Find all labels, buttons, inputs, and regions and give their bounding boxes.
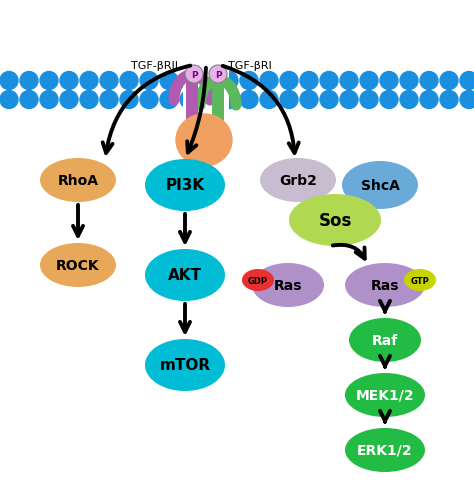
Circle shape: [260, 72, 278, 90]
Circle shape: [120, 91, 138, 109]
Circle shape: [200, 72, 218, 90]
Ellipse shape: [345, 373, 425, 417]
Circle shape: [380, 91, 398, 109]
Circle shape: [200, 91, 218, 109]
Bar: [186, 91, 198, 136]
Bar: [183, 72, 229, 110]
Text: Ras: Ras: [371, 278, 399, 292]
Text: TGF-βRI: TGF-βRI: [228, 61, 272, 71]
Ellipse shape: [176, 115, 232, 167]
Circle shape: [380, 72, 398, 90]
Ellipse shape: [145, 160, 225, 212]
Ellipse shape: [404, 269, 436, 291]
Circle shape: [340, 91, 358, 109]
Circle shape: [420, 72, 438, 90]
Circle shape: [260, 91, 278, 109]
Circle shape: [360, 91, 378, 109]
Circle shape: [400, 72, 418, 90]
Ellipse shape: [345, 264, 425, 307]
Circle shape: [20, 91, 38, 109]
Circle shape: [120, 72, 138, 90]
Circle shape: [340, 72, 358, 90]
Ellipse shape: [289, 194, 381, 247]
Circle shape: [420, 91, 438, 109]
Circle shape: [160, 72, 178, 90]
Text: GTP: GTP: [410, 276, 429, 285]
Text: AKT: AKT: [168, 268, 202, 283]
Circle shape: [400, 91, 418, 109]
Bar: [186, 72, 198, 110]
Bar: [212, 72, 224, 110]
Circle shape: [360, 72, 378, 90]
Circle shape: [80, 91, 98, 109]
Circle shape: [100, 91, 118, 109]
Text: Ras: Ras: [274, 278, 302, 292]
Circle shape: [300, 91, 318, 109]
Circle shape: [140, 91, 158, 109]
Circle shape: [209, 66, 227, 84]
Text: ShcA: ShcA: [361, 179, 400, 192]
Circle shape: [185, 66, 203, 84]
Circle shape: [0, 72, 18, 90]
Text: ERK1/2: ERK1/2: [357, 443, 413, 457]
Circle shape: [180, 72, 198, 90]
Ellipse shape: [252, 264, 324, 307]
Circle shape: [160, 91, 178, 109]
Text: Raf: Raf: [372, 333, 398, 347]
Circle shape: [100, 72, 118, 90]
Circle shape: [40, 72, 58, 90]
Circle shape: [460, 91, 474, 109]
Ellipse shape: [40, 243, 116, 288]
Circle shape: [320, 91, 338, 109]
Circle shape: [80, 72, 98, 90]
Text: TGF-βRII: TGF-βRII: [131, 61, 178, 71]
Ellipse shape: [260, 159, 336, 203]
Circle shape: [440, 91, 458, 109]
Ellipse shape: [349, 318, 421, 362]
Bar: [0, 72, 474, 110]
Ellipse shape: [342, 162, 418, 210]
Text: mTOR: mTOR: [159, 358, 210, 373]
Circle shape: [240, 91, 258, 109]
Ellipse shape: [145, 339, 225, 391]
Circle shape: [300, 72, 318, 90]
Circle shape: [60, 72, 78, 90]
Ellipse shape: [242, 269, 274, 291]
Circle shape: [240, 72, 258, 90]
Circle shape: [220, 91, 238, 109]
Circle shape: [20, 72, 38, 90]
Circle shape: [460, 72, 474, 90]
Ellipse shape: [40, 159, 116, 203]
Circle shape: [320, 72, 338, 90]
Circle shape: [220, 72, 238, 90]
Text: GDP: GDP: [248, 276, 268, 285]
Ellipse shape: [145, 250, 225, 301]
Circle shape: [280, 91, 298, 109]
Text: Sos: Sos: [319, 212, 352, 229]
Text: P: P: [215, 71, 221, 79]
Circle shape: [0, 91, 18, 109]
Bar: [212, 91, 224, 141]
Text: PI3K: PI3K: [165, 178, 205, 193]
Text: Grb2: Grb2: [279, 174, 317, 188]
Circle shape: [60, 91, 78, 109]
Circle shape: [140, 72, 158, 90]
Text: ROCK: ROCK: [56, 258, 100, 273]
Text: MEK1/2: MEK1/2: [356, 388, 414, 402]
Text: P: P: [191, 71, 197, 79]
Text: RhoA: RhoA: [57, 174, 99, 188]
Circle shape: [280, 72, 298, 90]
Circle shape: [180, 91, 198, 109]
Circle shape: [40, 91, 58, 109]
Circle shape: [440, 72, 458, 90]
Ellipse shape: [345, 428, 425, 472]
